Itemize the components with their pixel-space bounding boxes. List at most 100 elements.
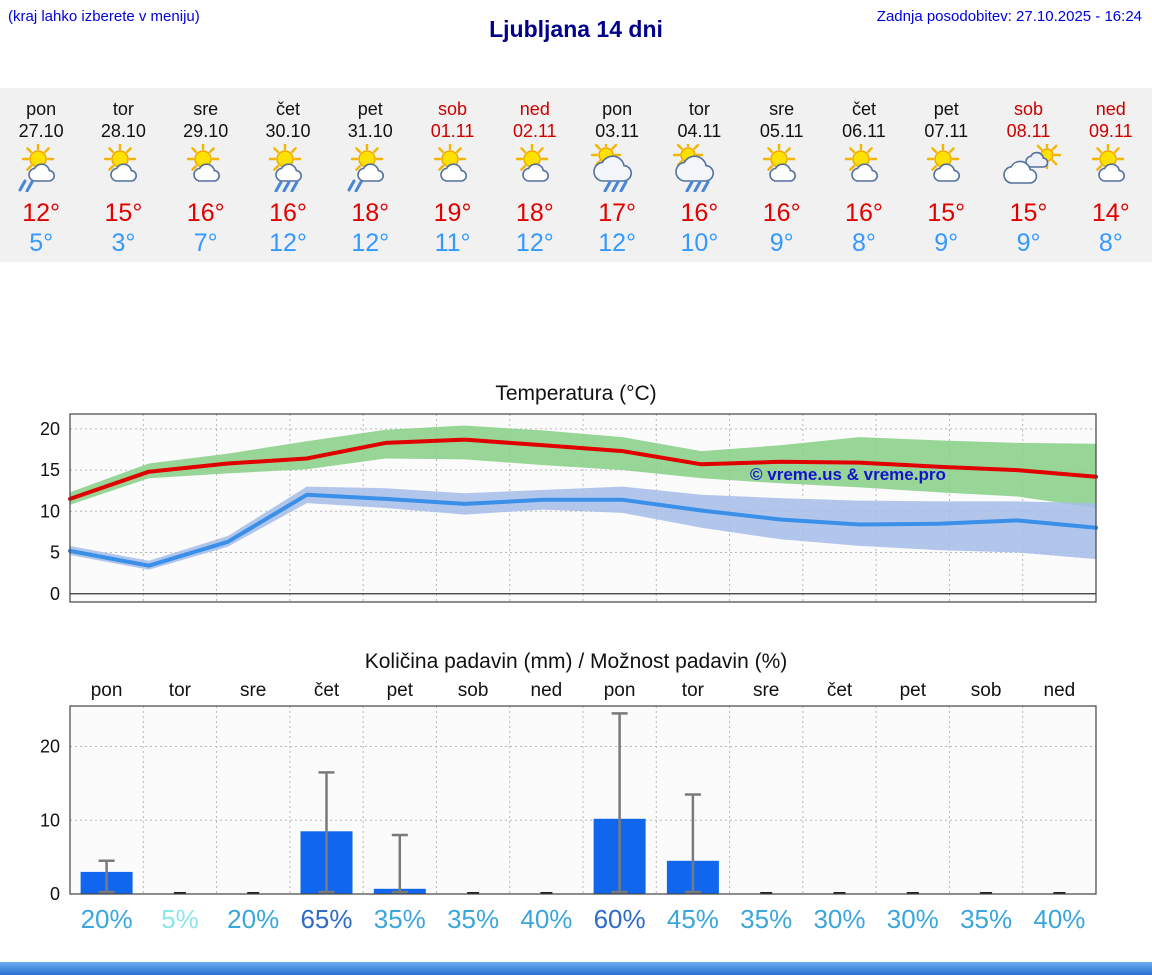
max-temperature-range-band <box>70 425 1096 508</box>
y-tick-label: 20 <box>40 737 60 757</box>
psun-heavyrain-glyph <box>268 144 302 192</box>
y-tick-label: 0 <box>50 884 60 904</box>
day-column: ned 02.11 18° 12° <box>494 98 576 262</box>
precip-probability: 45% <box>667 904 719 934</box>
day-label: čet <box>314 680 340 701</box>
day-name: ned <box>1095 99 1126 119</box>
forecast-days: pon 27.10 12° 5° tor 28.10 15° 3° sre 29.10 16° 7° č… <box>0 88 1152 262</box>
day-label: sob <box>458 680 489 701</box>
psun-glyph <box>104 144 138 182</box>
cloud-rain-icon <box>658 144 740 196</box>
day-date: 29.10 <box>183 121 229 141</box>
min-temperature: 9° <box>934 229 959 257</box>
day-date: 31.10 <box>347 121 393 141</box>
psun-rain-glyph <box>347 144 385 192</box>
day-label: pet <box>900 680 927 701</box>
cloud-rain-glyph <box>590 144 633 192</box>
day-label: pon <box>91 680 123 701</box>
psun-icon <box>494 144 576 196</box>
psun-rain-glyph <box>18 144 56 192</box>
day-column: sob 08.11 15° 9° <box>987 98 1069 262</box>
day-name: tor <box>688 99 710 119</box>
day-label: tor <box>682 680 705 701</box>
precip-probability: 60% <box>594 904 646 934</box>
day-column: tor 28.10 15° 3° <box>82 98 164 262</box>
psun-rain-icon <box>0 144 82 196</box>
day-column: pon 27.10 12° 5° <box>0 98 82 262</box>
psun-icon <box>823 144 905 196</box>
precip-title: Količina padavin (mm) / Možnost padavin … <box>364 650 788 673</box>
cloud-rain-icon <box>576 144 658 196</box>
psun-glyph <box>762 144 796 182</box>
min-temperature: 12° <box>515 229 554 257</box>
max-temperature: 16° <box>680 199 719 227</box>
day-date: 03.11 <box>595 121 639 141</box>
precip-probability: 35% <box>447 904 499 934</box>
day-label: tor <box>169 680 192 701</box>
day-column: sre 05.11 16° 9° <box>741 98 823 262</box>
psun-glyph <box>844 144 878 182</box>
min-temperature-line <box>68 492 1098 568</box>
min-temperature: 12° <box>269 229 307 257</box>
cloud-rain-glyph <box>673 144 715 192</box>
psun-icon <box>165 144 247 196</box>
max-temperature: 15° <box>104 199 143 227</box>
y-tick-label: 15 <box>40 460 60 480</box>
max-temperature: 16° <box>269 199 307 227</box>
day-column: pet 31.10 18° 12° <box>329 98 411 262</box>
psun-icon <box>411 144 493 196</box>
day-label: sre <box>753 680 779 701</box>
psun-icon <box>905 144 987 196</box>
precip-probability: 20% <box>81 904 133 934</box>
day-date: 28.10 <box>100 121 146 141</box>
precip-probability: 65% <box>300 904 352 934</box>
precip-probability: 30% <box>813 904 865 934</box>
y-tick-label: 10 <box>40 501 60 521</box>
day-name: pet <box>933 99 959 119</box>
min-temperature: 9° <box>1016 229 1041 257</box>
max-temperature: 18° <box>351 199 390 227</box>
psun-glyph <box>927 144 961 182</box>
min-temperature: 3° <box>111 229 136 257</box>
day-column: čet 30.10 16° 12° <box>247 98 329 262</box>
day-date: 08.11 <box>1006 121 1051 141</box>
day-name: sob <box>438 99 468 119</box>
day-name: sre <box>769 99 795 119</box>
weather-page: (kraj lahko izberete v meniju) Ljubljana… <box>0 8 1152 975</box>
min-temperature: 7° <box>193 229 218 257</box>
cloudy-glyph <box>1002 144 1061 184</box>
day-name: pon <box>26 99 57 119</box>
cloudy-icon <box>987 144 1069 196</box>
max-temperature: 18° <box>515 199 554 227</box>
max-temperature: 19° <box>433 199 472 227</box>
day-column: ned 09.11 14° 8° <box>1070 98 1152 262</box>
min-temperature: 5° <box>29 229 54 257</box>
day-date: 04.11 <box>677 121 722 141</box>
watermark-link[interactable]: © vreme.us & vreme.pro <box>750 465 946 484</box>
psun-glyph <box>433 144 467 182</box>
max-temperature: 14° <box>1091 199 1130 227</box>
precip-probability: 40% <box>1033 904 1085 934</box>
min-temperature: 8° <box>852 229 876 257</box>
psun-icon <box>741 144 823 196</box>
max-temperature: 15° <box>927 199 966 227</box>
day-label: pon <box>604 680 636 701</box>
day-name: čet <box>275 99 300 119</box>
day-date: 06.11 <box>842 121 886 141</box>
day-date: 30.10 <box>265 121 311 141</box>
psun-glyph <box>515 144 549 182</box>
precip-probability: 5% <box>161 904 199 934</box>
day-column: tor 04.11 16° 10° <box>658 98 740 262</box>
max-temperature: 12° <box>22 199 61 227</box>
y-tick-label: 5 <box>50 543 60 563</box>
day-date: 02.11 <box>512 121 557 141</box>
day-name: pon <box>602 99 633 119</box>
day-label: pet <box>387 680 414 701</box>
max-temperature-line <box>68 437 1098 501</box>
day-date: 05.11 <box>759 121 804 141</box>
temperature-title: Temperatura (°C) <box>495 382 657 405</box>
y-tick-label: 0 <box>50 584 60 604</box>
precip-probability: 35% <box>960 904 1012 934</box>
day-label: ned <box>1044 680 1076 701</box>
psun-glyph <box>1091 144 1125 182</box>
